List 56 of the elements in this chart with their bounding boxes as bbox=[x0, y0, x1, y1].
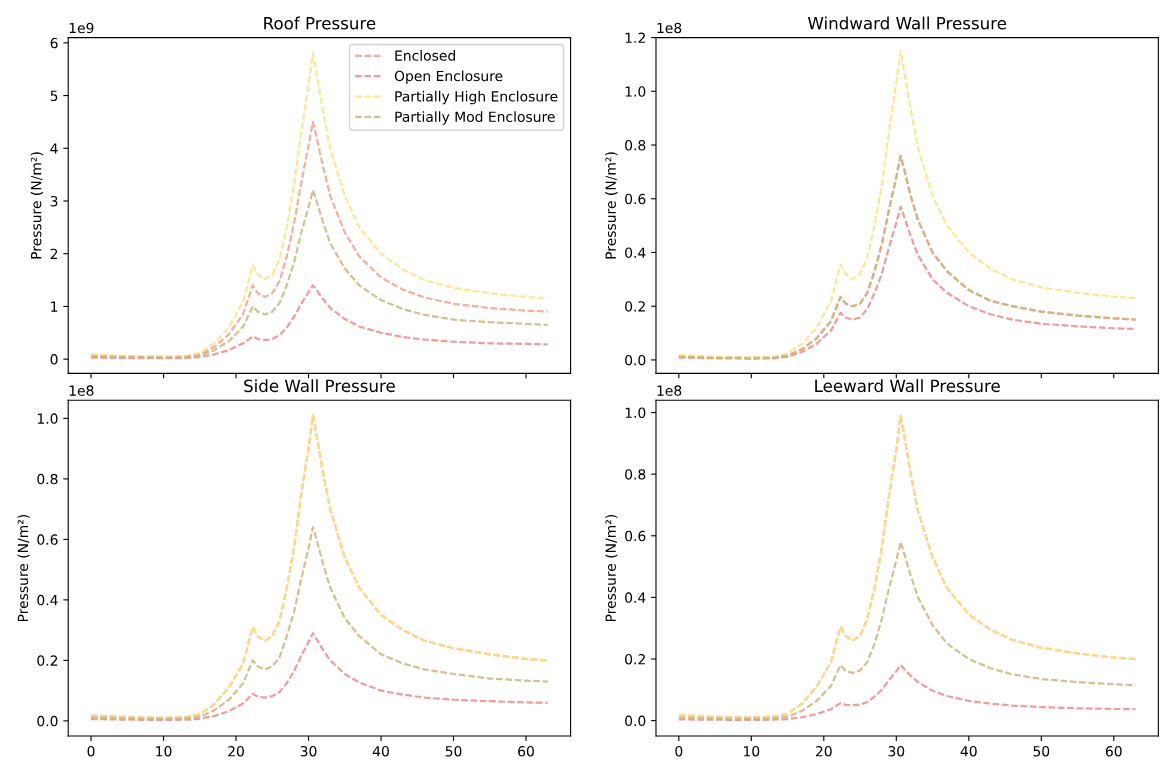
legend-label: Partially Mod Enclosure bbox=[395, 111, 555, 125]
y-tick-label: 0.2 bbox=[625, 301, 645, 312]
x-tick-label: 40 bbox=[372, 745, 389, 757]
y-axis-title: Pressure (N/m²) bbox=[17, 514, 30, 622]
chart-title: Side Wall Pressure bbox=[244, 379, 395, 393]
y-tick-label: 1.0 bbox=[625, 407, 646, 419]
x-tick-label: 60 bbox=[518, 745, 534, 757]
x-tick-label: 20 bbox=[815, 745, 832, 757]
y-tick-label: 0.0 bbox=[37, 715, 58, 727]
y-tick-label: 3 bbox=[50, 195, 58, 207]
y-tick-label: 0.4 bbox=[625, 592, 646, 603]
y-tick-label: 0.4 bbox=[37, 594, 58, 606]
y-axis-title: Pressure (N/m²) bbox=[30, 152, 44, 259]
y-tick-label: 0.8 bbox=[37, 473, 58, 485]
x-tick-label: 0 bbox=[87, 745, 95, 757]
x-tick-label: 10 bbox=[156, 745, 172, 757]
y-tick-label: 5 bbox=[50, 90, 58, 102]
y-tick-label: 0.0 bbox=[625, 715, 646, 727]
y-tick-label: 0 bbox=[50, 354, 58, 365]
x-tick-label: 60 bbox=[1105, 745, 1122, 757]
x-tick-label: 30 bbox=[888, 745, 905, 757]
y-tick-label: 1.0 bbox=[625, 86, 646, 97]
y-tick-label: 2 bbox=[50, 248, 58, 259]
text: 1e9 bbox=[69, 22, 94, 34]
y-tick-label: 1.2 bbox=[625, 32, 645, 43]
y-axis-title: Pressure (N/m²) bbox=[605, 152, 618, 259]
y-tick-label: 1 bbox=[51, 301, 58, 312]
y-tick-label: 0.4 bbox=[625, 247, 646, 258]
y-tick-label: 0.2 bbox=[625, 653, 645, 665]
text: 1e8 bbox=[657, 385, 682, 396]
x-tick-label: 0 bbox=[675, 745, 683, 757]
x-tick-label: 40 bbox=[960, 745, 977, 757]
legend-label: Enclosed bbox=[395, 50, 455, 61]
y-tick-label: 0.6 bbox=[37, 534, 58, 545]
chart-title: Leeward Wall Pressure bbox=[815, 379, 1000, 393]
chart-title: Windward Wall Pressure bbox=[807, 16, 1007, 30]
text: 1e8 bbox=[69, 385, 94, 396]
y-tick-label: 0.8 bbox=[625, 469, 646, 480]
chart-title: Roof Pressure bbox=[264, 16, 376, 30]
text: 1e8 bbox=[657, 22, 682, 34]
legend-label: Open Enclosure bbox=[394, 70, 503, 84]
y-tick-label: 1.0 bbox=[37, 413, 58, 424]
x-tick-label: 10 bbox=[744, 745, 760, 757]
y-tick-label: 0.8 bbox=[625, 140, 646, 151]
x-tick-label: 50 bbox=[445, 745, 462, 757]
legend-label: Partially High Enclosure bbox=[395, 90, 558, 105]
y-tick-label: 0.0 bbox=[625, 354, 646, 366]
x-tick-label: 50 bbox=[1033, 745, 1050, 757]
y-axis-title: Pressure (N/m²) bbox=[605, 514, 618, 622]
y-tick-label: 6 bbox=[50, 37, 58, 49]
y-tick-label: 4 bbox=[50, 143, 58, 154]
y-tick-label: 0.6 bbox=[625, 530, 646, 542]
y-tick-label: 0.2 bbox=[37, 655, 58, 666]
x-tick-label: 20 bbox=[228, 745, 244, 757]
x-tick-label: 30 bbox=[300, 745, 317, 757]
y-tick-label: 0.6 bbox=[625, 193, 646, 205]
